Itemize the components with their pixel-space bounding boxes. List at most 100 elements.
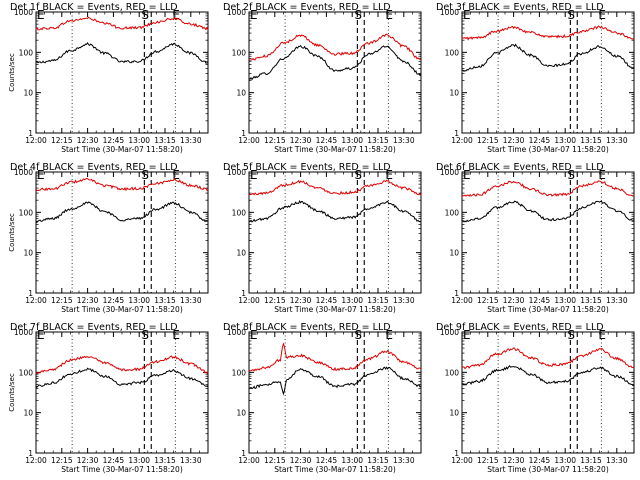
x-tick-label: 12:00 bbox=[451, 456, 473, 465]
marker-label: E bbox=[37, 328, 45, 342]
chart-svg-7: Det 7f BLACK = Events, RED = LLD 1 10 100 10… bbox=[8, 322, 209, 474]
x-tick-label: 12:45 bbox=[103, 456, 125, 465]
marker-label: S bbox=[354, 168, 362, 182]
x-tick-label: 12:15 bbox=[51, 296, 73, 305]
chart-svg-3: Det 3f BLACK = Events, RED = LLD 1 10 100 10… bbox=[436, 2, 635, 154]
x-tick-label: 12:15 bbox=[264, 456, 286, 465]
x-tick-label: 12:45 bbox=[529, 296, 551, 305]
x-tick-label: 12:00 bbox=[238, 296, 260, 305]
x-tick-label: 13:00 bbox=[554, 296, 576, 305]
x-tick-label: 13:30 bbox=[180, 296, 202, 305]
x-tick-label: 13:00 bbox=[341, 296, 363, 305]
series-line-lld bbox=[35, 177, 209, 192]
x-axis-label: Start Time (30-Mar-07 11:58:20) bbox=[274, 305, 396, 314]
x-tick-label: 12:30 bbox=[77, 296, 99, 305]
marker-label: S bbox=[567, 328, 575, 342]
series-line-events bbox=[248, 366, 422, 396]
x-tick-label: 12:15 bbox=[477, 296, 499, 305]
x-tick-label: 12:30 bbox=[290, 136, 312, 145]
y-tick-label: 10 bbox=[23, 409, 33, 418]
y-tick-label: 1 bbox=[28, 129, 33, 138]
y-tick-label: 1 bbox=[241, 449, 246, 458]
x-tick-label: 13:30 bbox=[606, 456, 628, 465]
x-tick-label: 13:30 bbox=[393, 136, 415, 145]
x-tick-label: 13:00 bbox=[341, 136, 363, 145]
marker-label: E bbox=[463, 8, 471, 22]
x-tick-label: 13:30 bbox=[393, 296, 415, 305]
y-tick-label: 1000 bbox=[14, 328, 33, 337]
marker-label: S bbox=[141, 328, 149, 342]
x-tick-label: 12:30 bbox=[503, 136, 525, 145]
x-tick-label: 12:15 bbox=[477, 136, 499, 145]
y-tick-label: 10 bbox=[236, 409, 246, 418]
y-tick-label: 10 bbox=[236, 249, 246, 258]
chart-title: Det 7f BLACK = Events, RED = LLD bbox=[10, 322, 178, 333]
y-tick-label: 1 bbox=[454, 289, 459, 298]
x-tick-label: 13:15 bbox=[580, 296, 602, 305]
x-tick-label: 13:15 bbox=[154, 296, 176, 305]
x-tick-label: 12:30 bbox=[77, 136, 99, 145]
marker-label: E bbox=[385, 8, 393, 22]
chart-title: Det 5f BLACK = Events, RED = LLD bbox=[223, 162, 391, 173]
y-tick-label: 100 bbox=[445, 368, 460, 377]
series-line-lld bbox=[461, 180, 634, 197]
y-tick-label: 1000 bbox=[440, 168, 459, 177]
y-tick-label: 1000 bbox=[440, 328, 459, 337]
x-tick-label: 13:00 bbox=[341, 456, 363, 465]
x-tick-label: 12:45 bbox=[316, 136, 338, 145]
y-tick-label: 100 bbox=[19, 208, 34, 217]
x-axis-label: Start Time (30-Mar-07 11:58:20) bbox=[61, 465, 183, 474]
marker-label: E bbox=[250, 8, 258, 22]
marker-label: E bbox=[385, 328, 393, 342]
chart-title: Det 3f BLACK = Events, RED = LLD bbox=[436, 2, 604, 13]
y-tick-label: 100 bbox=[19, 368, 34, 377]
marker-label: S bbox=[354, 328, 362, 342]
y-tick-label: 1 bbox=[28, 289, 33, 298]
marker-label: E bbox=[172, 8, 180, 22]
x-tick-label: 12:30 bbox=[77, 456, 99, 465]
series-line-events bbox=[248, 200, 421, 223]
marker-label: E bbox=[598, 168, 606, 182]
x-axis-label: Start Time (30-Mar-07 11:58:20) bbox=[61, 145, 183, 154]
marker-label: E bbox=[598, 8, 606, 22]
x-tick-label: 12:00 bbox=[25, 296, 47, 305]
marker-label: E bbox=[250, 168, 258, 182]
x-tick-label: 13:30 bbox=[393, 456, 415, 465]
chart-panel-6: Det 6f BLACK = Events, RED = LLD 1 10 100 10… bbox=[426, 160, 639, 320]
x-tick-label: 13:00 bbox=[128, 456, 150, 465]
marker-label: S bbox=[141, 8, 149, 22]
y-tick-label: 10 bbox=[449, 409, 459, 418]
y-tick-label: 10 bbox=[236, 89, 246, 98]
series-line-events bbox=[35, 41, 209, 64]
series-line-events bbox=[35, 201, 209, 224]
series-line-lld bbox=[248, 342, 422, 372]
series-line-lld bbox=[461, 347, 635, 370]
y-tick-label: 100 bbox=[445, 208, 460, 217]
plot-frame bbox=[461, 331, 635, 454]
x-tick-label: 12:15 bbox=[264, 136, 286, 145]
x-axis-label: Start Time (30-Mar-07 11:58:20) bbox=[274, 465, 396, 474]
x-axis-label: Start Time (30-Mar-07 11:58:20) bbox=[487, 465, 609, 474]
x-tick-label: 13:30 bbox=[180, 136, 202, 145]
chart-title: Det 2f BLACK = Events, RED = LLD bbox=[223, 2, 391, 13]
x-axis-label: Start Time (30-Mar-07 11:58:20) bbox=[487, 145, 609, 154]
chart-panel-9: Det 9f BLACK = Events, RED = LLD 1 10 100 10… bbox=[426, 320, 639, 480]
x-tick-label: 13:15 bbox=[580, 136, 602, 145]
chart-svg-4: Det 4f BLACK = Events, RED = LLD 1 10 100 10… bbox=[8, 162, 209, 314]
x-tick-label: 12:30 bbox=[503, 296, 525, 305]
x-tick-label: 12:45 bbox=[529, 136, 551, 145]
y-tick-label: 1 bbox=[241, 129, 246, 138]
y-tick-label: 1000 bbox=[227, 8, 246, 17]
y-axis-label: Counts/sec bbox=[8, 373, 16, 412]
x-tick-label: 12:00 bbox=[238, 456, 260, 465]
chart-svg-8: Det 8f BLACK = Events, RED = LLD 1 10 100 10… bbox=[223, 322, 422, 474]
marker-label: E bbox=[37, 8, 45, 22]
chart-panel-4: Det 4f BLACK = Events, RED = LLD 1 10 100 10… bbox=[0, 160, 213, 320]
x-tick-label: 13:30 bbox=[606, 136, 628, 145]
marker-label: S bbox=[567, 8, 575, 22]
series-line-lld bbox=[248, 179, 422, 196]
plot-frame bbox=[248, 331, 422, 454]
chart-svg-5: Det 5f BLACK = Events, RED = LLD 1 10 100 10… bbox=[223, 162, 422, 314]
plot-frame bbox=[35, 11, 209, 134]
